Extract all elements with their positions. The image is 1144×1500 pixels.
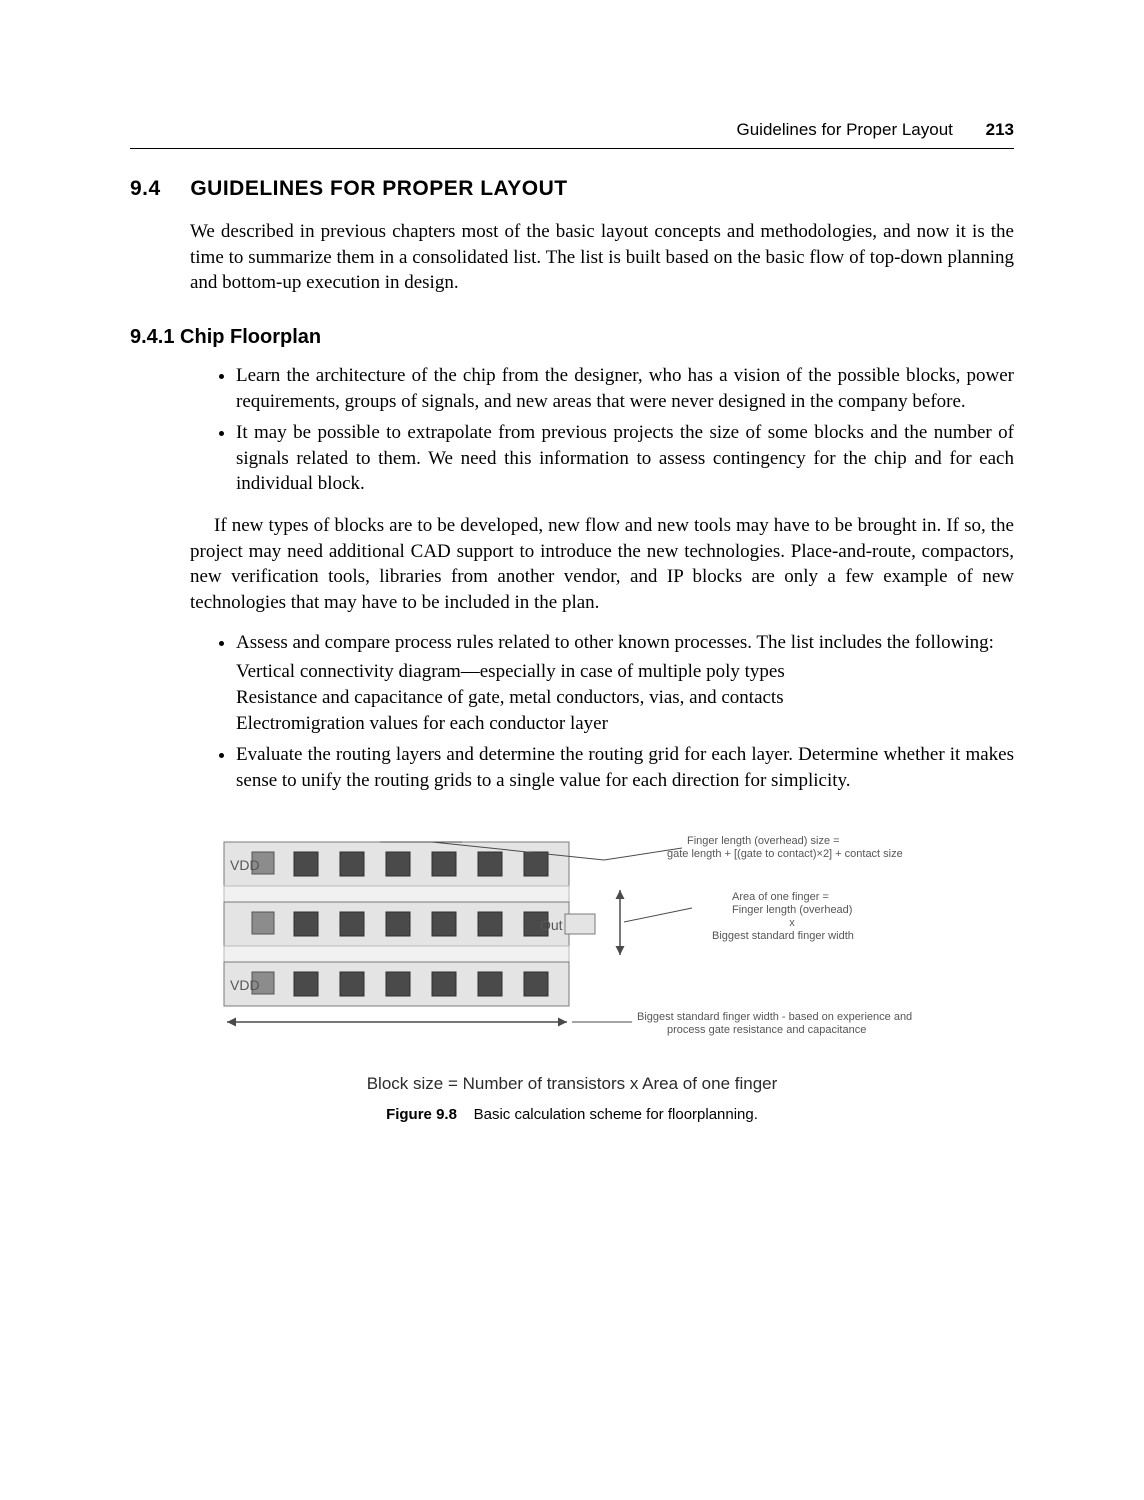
list-item: It may be possible to extrapolate from p…	[236, 420, 1014, 497]
vdd-label: VDD	[230, 977, 260, 993]
bullet-list-a: Learn the architecture of the chip from …	[190, 363, 1014, 497]
subsection-number: 9.4.1	[130, 326, 174, 348]
list-item: Evaluate the routing layers and determin…	[236, 742, 1014, 793]
subline: Electromigration values for each conduct…	[236, 711, 1014, 737]
bullet-lead: Assess and compare process rules related…	[236, 632, 994, 653]
vdd-label: VDD	[230, 857, 260, 873]
header-rule	[130, 148, 1014, 149]
subline: Vertical connectivity diagram—especially…	[236, 659, 1014, 685]
svg-text:Biggest standard finger width: Biggest standard finger width	[712, 930, 854, 942]
bullet-list-b: Assess and compare process rules related…	[190, 630, 1014, 794]
svg-text:gate length + [(gate to contac: gate length + [(gate to contact)×2] + co…	[667, 848, 903, 860]
subsection-body: Learn the architecture of the chip from …	[190, 363, 1014, 794]
svg-text:Finger length (overhead) size: Finger length (overhead) size =	[687, 835, 840, 847]
svg-text:Biggest standard finger width: Biggest standard finger width - based on…	[637, 1011, 912, 1023]
page-number: 213	[986, 120, 1014, 139]
page: Guidelines for Proper Layout 213 9.4 GUI…	[0, 0, 1144, 1500]
figure-equation: Block size = Number of transistors x Are…	[130, 1074, 1014, 1094]
svg-text:process gate resistance and ca: process gate resistance and capacitance	[667, 1024, 866, 1036]
annot-bottom: Biggest standard finger width - based on…	[572, 1011, 912, 1036]
figure-svg: VDD VDD Out Finger length (overhead) siz…	[212, 830, 932, 1060]
list-item: Assess and compare process rules related…	[236, 630, 1014, 737]
subsection-heading: 9.4.1 Chip Floorplan	[130, 326, 1014, 349]
subsection-title: Chip Floorplan	[180, 326, 321, 348]
svg-text:Area of one finger =: Area of one finger =	[732, 891, 829, 903]
list-item: Learn the architecture of the chip from …	[236, 363, 1014, 414]
subline: Resistance and capacitance of gate, meta…	[236, 685, 1014, 711]
bullet-lead: Evaluate the routing layers and determin…	[236, 744, 1014, 791]
figure-number: Figure 9.8	[386, 1106, 457, 1123]
bullet-sublines: Vertical connectivity diagram—especially…	[236, 659, 1014, 736]
section-number: 9.4	[130, 177, 184, 201]
section-heading: 9.4 GUIDELINES FOR PROPER LAYOUT	[130, 177, 1014, 201]
figure-caption-text: Basic calculation scheme for floorplanni…	[474, 1106, 758, 1123]
annot-mid: Area of one finger = Finger length (over…	[624, 891, 854, 942]
figure-caption: Figure 9.8 Basic calculation scheme for …	[130, 1106, 1014, 1123]
annot-top: Finger length (overhead) size = gate len…	[604, 835, 903, 860]
mid-para: If new types of blocks are to be develop…	[190, 513, 1014, 616]
running-head: Guidelines for Proper Layout 213	[130, 120, 1014, 140]
svg-text:x: x	[789, 917, 795, 929]
out-label: Out	[540, 917, 563, 933]
svg-text:Finger length (overhead): Finger length (overhead)	[732, 904, 852, 916]
running-title: Guidelines for Proper Layout	[736, 120, 952, 139]
intro-para: We described in previous chapters most o…	[190, 219, 1014, 296]
section-intro: We described in previous chapters most o…	[190, 219, 1014, 296]
figure: VDD VDD Out Finger length (overhead) siz…	[130, 830, 1014, 1123]
section-title: GUIDELINES FOR PROPER LAYOUT	[190, 177, 567, 200]
